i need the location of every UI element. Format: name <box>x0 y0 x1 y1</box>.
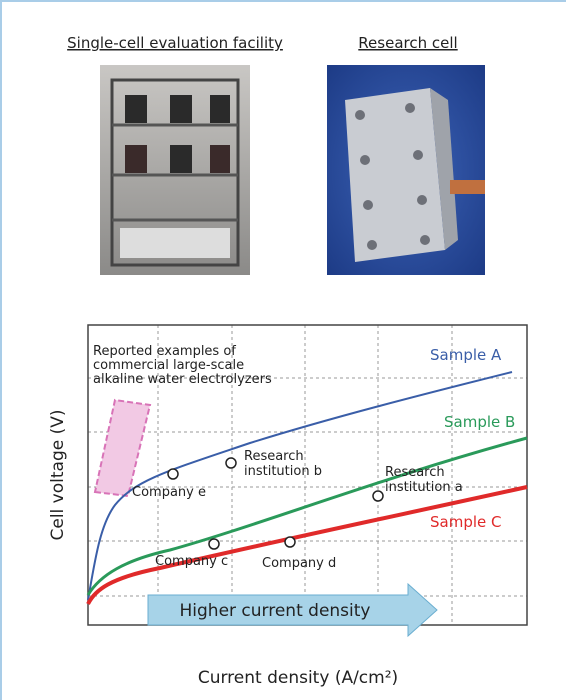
arrow-text: Higher current density <box>180 601 371 621</box>
note: commercial large-scale <box>93 358 244 373</box>
y-axis-label: Cell voltage (V) <box>48 410 68 541</box>
reported-region <box>95 400 150 496</box>
point-label: Research <box>244 449 304 464</box>
caption: Research cell <box>358 34 457 52</box>
point-label: institution a <box>385 480 463 495</box>
photo-facility <box>100 65 250 275</box>
point-label: Company c <box>155 554 228 569</box>
sample-label: Sample A <box>430 346 502 364</box>
point-label: Company e <box>132 485 206 500</box>
photo-cell <box>327 65 485 275</box>
chart: Higher current density Reported examples… <box>48 325 527 688</box>
sample-label: Sample B <box>444 413 515 431</box>
note: alkaline water electrolyzers <box>93 372 272 387</box>
x-axis-label: Current density (A/cm²) <box>198 668 398 688</box>
curve-c <box>88 487 527 604</box>
page: Single-cell evaluation facility Research… <box>0 0 566 700</box>
caption: Single-cell evaluation facility <box>67 34 283 52</box>
figure: Single-cell evaluation facility Research… <box>0 0 566 700</box>
point-label: Research <box>385 465 445 480</box>
point-label: Company d <box>262 556 336 571</box>
point-label: institution b <box>244 464 322 479</box>
sample-label: Sample C <box>430 513 501 531</box>
note: Reported examples of <box>93 344 236 359</box>
